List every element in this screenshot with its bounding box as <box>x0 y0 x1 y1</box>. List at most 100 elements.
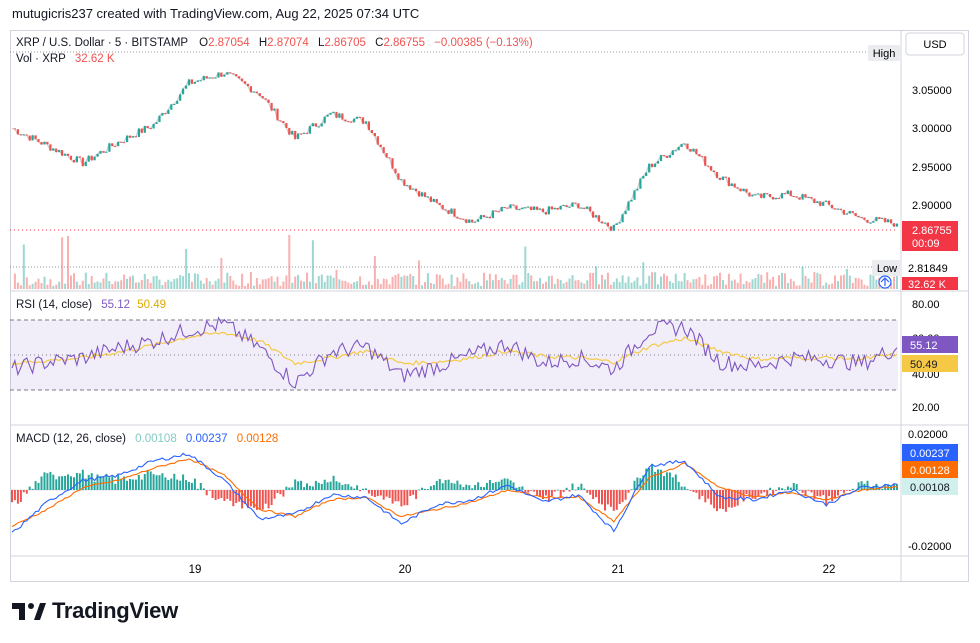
price-candle <box>294 130 297 140</box>
price-candle <box>533 206 536 210</box>
macd-hist-bar <box>497 481 500 490</box>
price-candle <box>654 163 657 168</box>
price-candle <box>373 133 376 137</box>
price-candle <box>603 222 607 224</box>
macd-hist-bar <box>170 478 173 490</box>
macd-hist-bar <box>397 490 400 502</box>
price-candle <box>134 136 137 138</box>
macd-hist-bar <box>429 486 432 490</box>
macd-hist-bar <box>70 476 72 490</box>
price-candle <box>786 190 789 194</box>
macd-hist-bar <box>87 474 90 490</box>
macd-hist-bar <box>28 486 31 490</box>
volume-bar <box>497 280 500 289</box>
volume-bar <box>294 276 297 289</box>
auto-scale-icon[interactable] <box>878 275 892 289</box>
price-candle <box>751 194 754 197</box>
macd-hist-bar <box>783 489 786 491</box>
volume-bar <box>863 284 866 289</box>
price-candle <box>686 143 689 149</box>
macd-hist-bar <box>306 483 308 490</box>
price-candle <box>326 114 329 117</box>
price-candle <box>845 213 848 215</box>
macd-hist-bar <box>37 482 40 490</box>
volume-bar <box>258 284 261 289</box>
volume-bar <box>347 282 350 289</box>
rsi-legend-label[interactable]: RSI (14, close) <box>16 299 92 311</box>
price-candle <box>273 108 276 111</box>
price-candle <box>335 111 338 118</box>
price-candle <box>615 223 618 225</box>
chart-frame[interactable] <box>10 30 969 582</box>
macd-hist-bar <box>807 490 810 491</box>
macd-hist-bar <box>22 490 25 493</box>
macd-hist-bar <box>31 488 34 490</box>
volume-bar <box>421 285 424 289</box>
price-candle <box>547 206 550 215</box>
price-tick-3.00: 3.00000 <box>912 123 952 135</box>
rsi-legend-value: 55.12 <box>101 299 130 311</box>
price-candle <box>568 206 571 208</box>
price-candle <box>769 194 772 197</box>
price-candle <box>677 147 680 151</box>
price-candle <box>730 183 733 186</box>
macd-hist-bar <box>114 483 117 490</box>
volume-bar <box>267 278 270 289</box>
volume-bar <box>577 280 580 289</box>
volume-bar <box>778 275 780 289</box>
macd-hist-bar <box>376 490 379 497</box>
price-candle <box>822 202 825 206</box>
volume-bar <box>807 278 810 289</box>
macd-hist-bar <box>636 477 639 490</box>
volume-bar <box>612 281 615 289</box>
volume-bar <box>444 284 447 289</box>
price-candle <box>524 207 527 209</box>
currency-button[interactable] <box>905 32 965 56</box>
macd-tick-pos: 0.02000 <box>908 429 948 441</box>
price-candle <box>491 210 494 219</box>
macd-legend-label[interactable]: MACD (12, 26, close) <box>16 433 126 445</box>
volume-bar <box>84 272 87 289</box>
price-candle <box>49 144 52 151</box>
macd-hist-bar <box>748 490 751 497</box>
price-candle <box>577 203 580 209</box>
macd-hist-bar <box>379 490 382 496</box>
macd-hist-bar <box>276 490 279 493</box>
legend-volume-label[interactable]: Vol · XRP <box>16 53 66 65</box>
legend-volume-value: 32.62 K <box>75 53 115 65</box>
price-candle <box>420 192 424 197</box>
volume-bar <box>536 281 539 289</box>
price-candle <box>733 183 736 188</box>
legend-open-label: O <box>199 37 208 49</box>
price-tick-3.05: 3.05000 <box>912 85 952 97</box>
tradingview-brand[interactable]: TradingView <box>12 598 178 624</box>
volume-bar <box>173 279 176 289</box>
volume-bar <box>677 281 680 289</box>
macd-hist-bar <box>438 479 441 490</box>
macd-hist-bar <box>533 490 536 492</box>
price-candle <box>506 207 509 209</box>
rsi-tick-20: 20.00 <box>912 402 940 414</box>
macd-hist-bar <box>196 488 199 490</box>
volume-bar <box>185 248 188 289</box>
macd-hist-bar <box>338 482 341 490</box>
volume-bar <box>391 276 394 289</box>
macd-hist-bar <box>208 490 211 491</box>
price-candle <box>423 192 427 197</box>
volume-bar <box>837 281 839 289</box>
macd-hist-bar <box>810 490 813 493</box>
legend-symbol[interactable]: XRP / U.S. Dollar · 5 · BITSTAMP <box>16 37 188 49</box>
volume-bar <box>208 281 211 289</box>
price-candle <box>488 216 491 219</box>
macd-hist-bar <box>804 490 807 497</box>
macd-hist-bar <box>424 488 426 490</box>
price-candle <box>211 77 214 79</box>
volume-bar <box>893 276 895 289</box>
volume-bar <box>270 276 273 289</box>
volume-bar <box>28 285 31 289</box>
price-candle <box>494 210 497 212</box>
price-candle <box>108 143 111 152</box>
macd-hist-bar <box>140 479 143 490</box>
price-candle <box>872 221 875 223</box>
